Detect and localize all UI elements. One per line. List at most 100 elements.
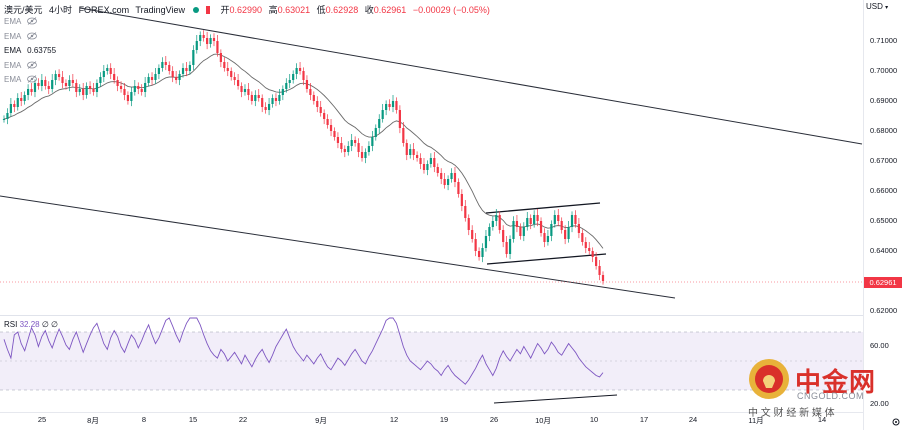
candle-body[interactable]: [357, 143, 360, 152]
candle-body[interactable]: [192, 50, 195, 65]
candle-body[interactable]: [543, 233, 546, 242]
candle-body[interactable]: [477, 251, 481, 257]
candle-body[interactable]: [168, 65, 171, 71]
candle-body[interactable]: [126, 95, 130, 101]
candle-body[interactable]: [595, 257, 598, 266]
candle-body[interactable]: [75, 83, 78, 92]
candle-body[interactable]: [30, 89, 33, 92]
time-axis[interactable]: [0, 412, 863, 431]
candle-body[interactable]: [288, 80, 291, 83]
candle-body[interactable]: [47, 86, 50, 89]
candle-body[interactable]: [364, 152, 367, 158]
candle-body[interactable]: [95, 83, 99, 92]
candle-body[interactable]: [209, 38, 212, 44]
indicator-row-ema-1[interactable]: EMA: [4, 17, 38, 26]
candle-body[interactable]: [230, 71, 233, 77]
candle-body[interactable]: [206, 38, 209, 44]
candle-body[interactable]: [581, 233, 584, 242]
candle-body[interactable]: [329, 125, 333, 131]
candle-body[interactable]: [99, 77, 102, 83]
candle-body[interactable]: [116, 80, 119, 86]
candle-body[interactable]: [598, 266, 601, 275]
candle-body[interactable]: [302, 71, 305, 80]
candle-body[interactable]: [440, 173, 443, 179]
candle-body[interactable]: [247, 89, 250, 95]
candle-body[interactable]: [505, 242, 508, 254]
candle-body[interactable]: [453, 173, 457, 182]
candle-body[interactable]: [601, 275, 605, 281]
candle-body[interactable]: [526, 218, 529, 227]
candle-body[interactable]: [68, 80, 71, 86]
candle-body[interactable]: [560, 221, 563, 230]
candle-body[interactable]: [175, 77, 178, 80]
candle-body[interactable]: [133, 86, 136, 92]
candle-body[interactable]: [309, 89, 312, 95]
candle-body[interactable]: [591, 251, 594, 257]
candle-body[interactable]: [157, 68, 161, 74]
candle-body[interactable]: [446, 179, 450, 185]
candle-body[interactable]: [546, 236, 550, 242]
interval-label[interactable]: 4小时: [49, 5, 73, 15]
candle-body[interactable]: [254, 95, 257, 101]
candle-body[interactable]: [567, 227, 570, 239]
indicator-row-ema-2[interactable]: EMA: [4, 32, 38, 41]
rsi-pane[interactable]: [0, 316, 863, 412]
candle-body[interactable]: [474, 239, 477, 251]
candle-body[interactable]: [298, 68, 302, 71]
candle-body[interactable]: [443, 179, 446, 185]
candle-body[interactable]: [398, 110, 401, 128]
candle-body[interactable]: [312, 95, 315, 101]
candle-body[interactable]: [402, 128, 405, 143]
candle-body[interactable]: [285, 83, 288, 89]
candle-body[interactable]: [522, 227, 525, 236]
candle-body[interactable]: [319, 107, 322, 113]
candle-body[interactable]: [9, 104, 12, 113]
candle-body[interactable]: [240, 86, 243, 92]
candle-body[interactable]: [305, 80, 309, 89]
candle-body[interactable]: [395, 101, 398, 110]
pane-divider[interactable]: [0, 315, 863, 316]
candle-body[interactable]: [333, 131, 336, 137]
candle-body[interactable]: [71, 80, 74, 83]
candle-body[interactable]: [508, 239, 512, 254]
candle-body[interactable]: [360, 152, 364, 158]
candle-body[interactable]: [150, 77, 154, 80]
candle-body[interactable]: [391, 101, 395, 107]
rect-lower-line[interactable]: [486, 253, 607, 265]
candle-body[interactable]: [350, 140, 353, 146]
candle-body[interactable]: [6, 113, 9, 119]
rsi-trend-line[interactable]: [493, 394, 618, 404]
price-chart[interactable]: [0, 0, 863, 315]
candle-body[interactable]: [250, 95, 253, 101]
candle-body[interactable]: [147, 77, 150, 83]
candle-body[interactable]: [295, 68, 298, 74]
candle-body[interactable]: [412, 149, 415, 155]
candle-body[interactable]: [577, 224, 581, 233]
hidden-eye-icon[interactable]: [27, 75, 38, 83]
candle-body[interactable]: [515, 221, 519, 227]
channel-upper-line[interactable]: [79, 7, 863, 145]
candle-body[interactable]: [574, 215, 577, 224]
candle-body[interactable]: [199, 35, 202, 41]
indicator-row-ema-5[interactable]: EMA: [4, 75, 38, 84]
candle-body[interactable]: [57, 74, 61, 77]
candle-body[interactable]: [533, 215, 536, 224]
candle-body[interactable]: [529, 218, 532, 224]
candle-body[interactable]: [64, 83, 68, 86]
candle-body[interactable]: [20, 98, 23, 101]
price-axis[interactable]: [863, 0, 903, 430]
candle-body[interactable]: [422, 164, 426, 170]
candle-body[interactable]: [471, 230, 474, 239]
candle-body[interactable]: [539, 221, 543, 233]
candle-body[interactable]: [278, 95, 281, 101]
candle-body[interactable]: [588, 248, 591, 251]
candle-body[interactable]: [388, 104, 391, 107]
candle-body[interactable]: [347, 146, 350, 152]
candle-body[interactable]: [137, 86, 140, 89]
candle-body[interactable]: [261, 98, 264, 107]
candle-body[interactable]: [178, 74, 181, 80]
indicator-row-ema-4[interactable]: EMA: [4, 61, 38, 70]
candle-body[interactable]: [491, 221, 494, 227]
candle-body[interactable]: [33, 83, 37, 92]
candle-body[interactable]: [82, 89, 85, 95]
